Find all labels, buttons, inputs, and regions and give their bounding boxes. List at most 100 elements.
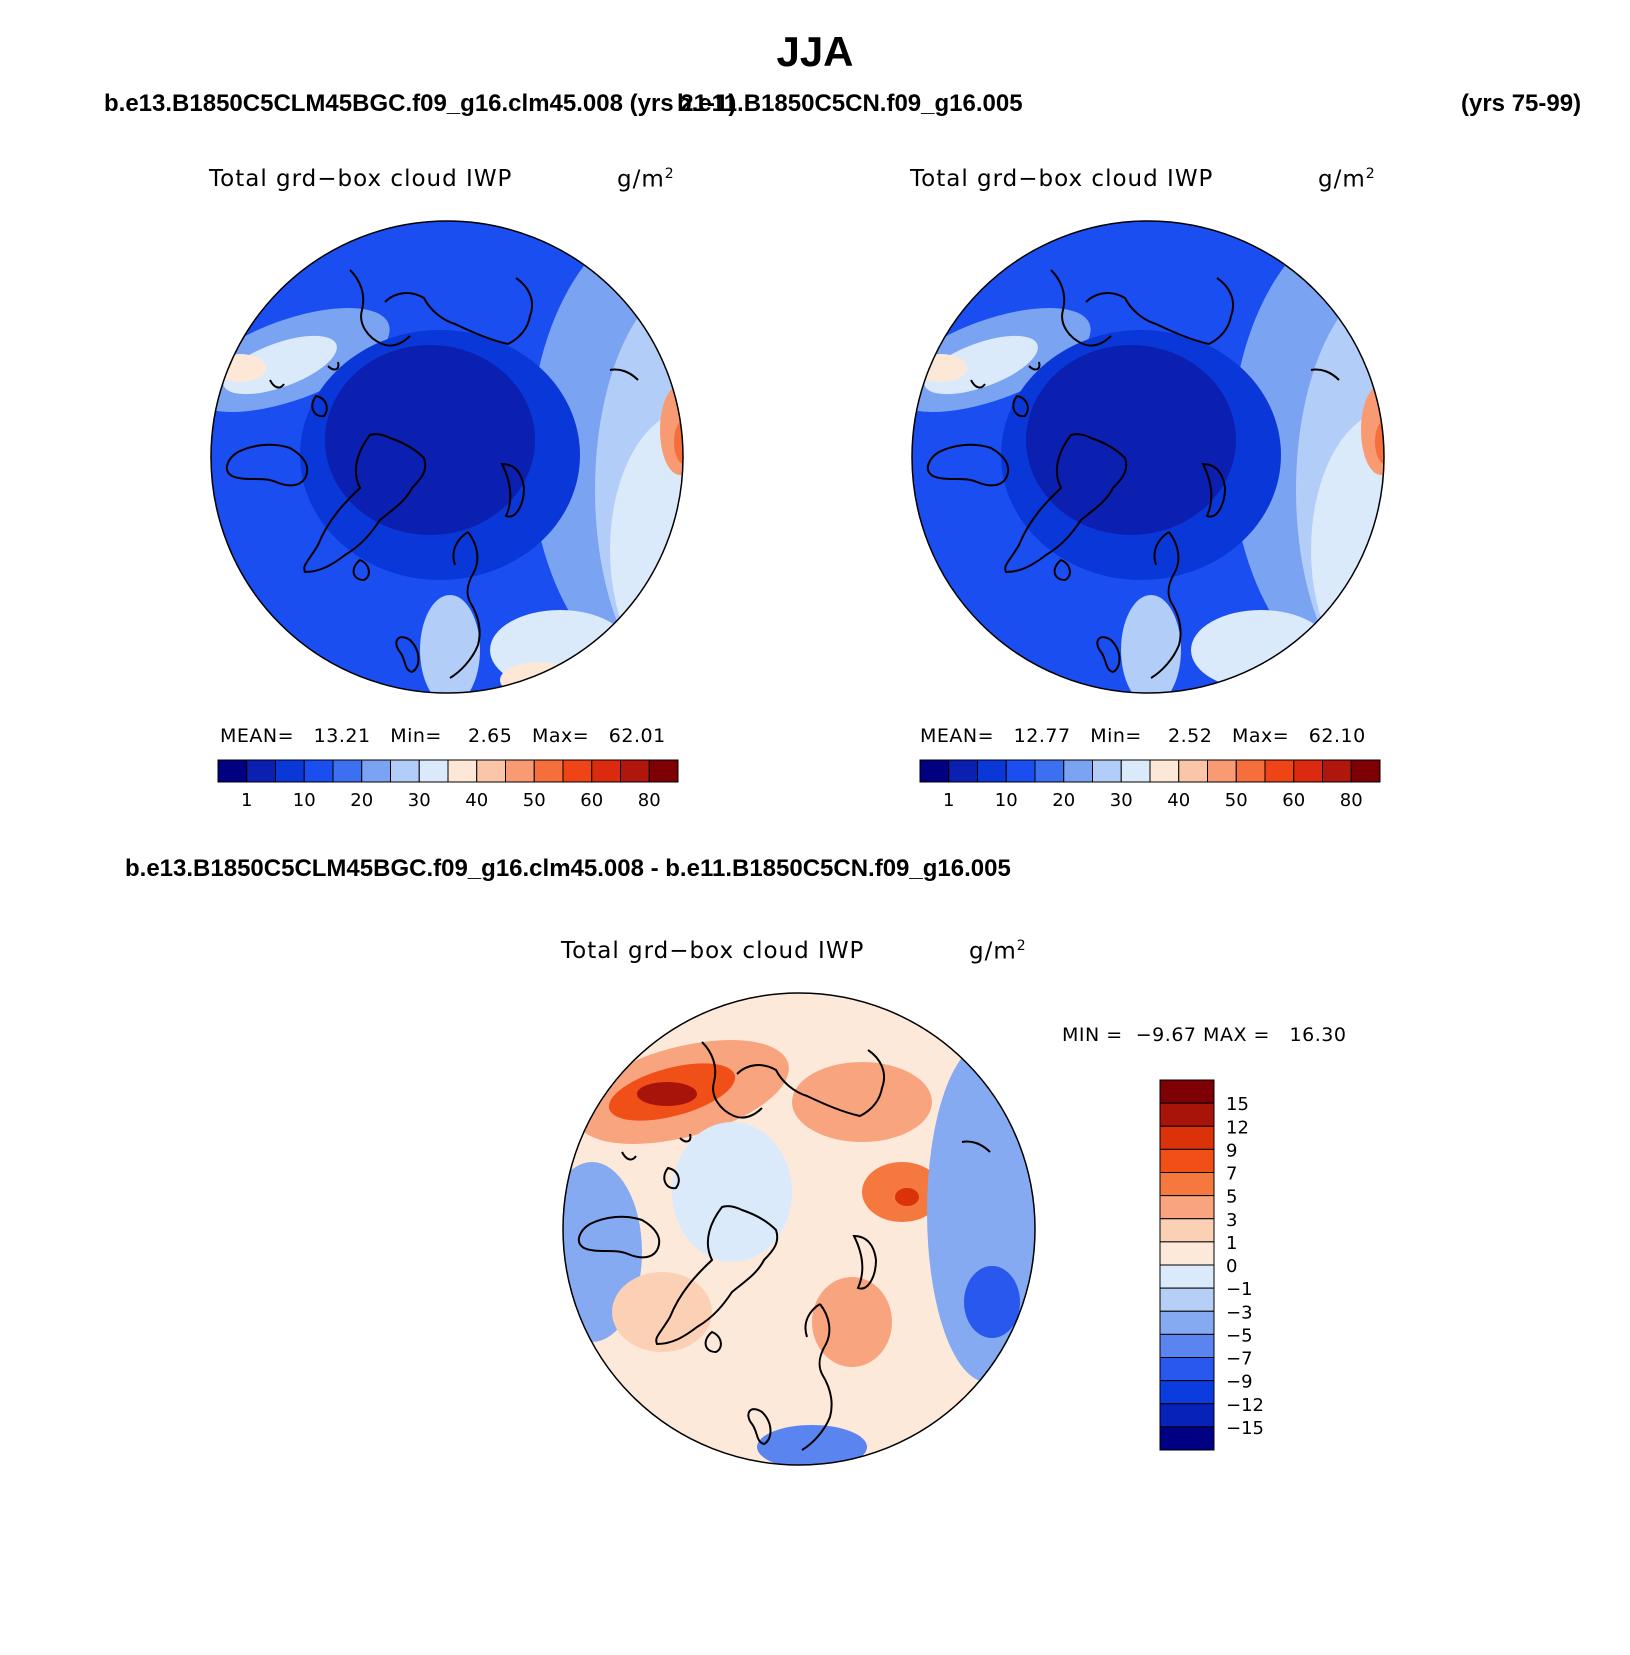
field-band [1191, 610, 1331, 690]
coastlines [926, 269, 1340, 679]
colorbar-tick-label: 1 [241, 790, 252, 811]
colorbar-box [418, 759, 449, 783]
coastline [1085, 277, 1235, 346]
field-neg [964, 1266, 1020, 1338]
coastline [1310, 368, 1340, 381]
map-field [211, 221, 683, 693]
colorbar-tick-label: 1 [943, 790, 954, 811]
field-pos [792, 1062, 932, 1142]
coastline [679, 1133, 692, 1143]
coastline [1012, 394, 1029, 418]
panel1-units: g/m2 [617, 166, 675, 193]
colorbar-tick-label: 10 [293, 790, 316, 811]
colorbar-tick-label: 3 [1226, 1210, 1237, 1231]
coastline [655, 1205, 779, 1346]
colorbar-tick-label: 50 [523, 790, 546, 811]
difference-heading: b.e13.B1850C5CLM45BGC.f09_g16.clm45.008 … [125, 855, 1011, 882]
coastline [970, 379, 986, 389]
colorbar-box [1264, 759, 1295, 783]
colorbar-tick-label: 20 [350, 790, 373, 811]
colorbar-tick-label: 60 [1282, 790, 1305, 811]
field-band [214, 354, 266, 382]
colorbar-box [1159, 1310, 1215, 1335]
colorbar-tick-label: 80 [1340, 790, 1363, 811]
field-pos [895, 1188, 919, 1206]
field-band [500, 662, 580, 693]
field-low [325, 345, 535, 535]
field-neg [757, 1425, 867, 1465]
colorbar-box [948, 759, 978, 783]
colorbar-box [1159, 1426, 1215, 1451]
field-neg [672, 1122, 792, 1262]
coastline [701, 1041, 763, 1119]
coastlines [577, 1041, 991, 1451]
coastline [303, 433, 427, 574]
colorbar-tick-label: −12 [1226, 1395, 1264, 1416]
colorbar-box [1159, 1218, 1215, 1243]
field-pos [612, 1272, 712, 1352]
coastlines [225, 269, 639, 679]
field-band [610, 410, 683, 690]
colorbar-tick-label: 80 [638, 790, 661, 811]
panel2-units: g/m2 [1318, 166, 1376, 193]
colorbar-box [1159, 1357, 1215, 1382]
colorbar-box [390, 759, 420, 783]
colorbar-box [1159, 1148, 1215, 1173]
coastline [961, 1140, 991, 1153]
coastline [1053, 558, 1071, 582]
coastline [609, 368, 639, 381]
colorbar-box [275, 759, 305, 783]
map-boundary [562, 992, 1036, 1466]
colorbar-box [1159, 1172, 1215, 1197]
colorbar-tick-label: −3 [1226, 1302, 1253, 1323]
field-band [915, 354, 967, 382]
coastline [349, 269, 411, 347]
colorbar-tick-label: 30 [1110, 790, 1133, 811]
coastline [384, 277, 534, 346]
coastline [1028, 361, 1041, 371]
coastline [577, 1215, 661, 1259]
colorbar-box [977, 759, 1007, 783]
coastline [1004, 433, 1128, 574]
field-max [674, 420, 683, 464]
coastline [352, 558, 370, 582]
coastline [852, 1234, 878, 1290]
colorbar-tick-label: 1 [1226, 1233, 1237, 1254]
colorbar-box [1322, 759, 1352, 783]
coastline [500, 462, 526, 518]
colorbar-box [1159, 1333, 1215, 1358]
colorbar-box [361, 759, 391, 783]
coastline [621, 1151, 637, 1161]
panel1-plot-title: Total grd−box cloud IWP [209, 166, 513, 192]
colorbar-tick-label: −9 [1226, 1372, 1253, 1393]
colorbar-box [1350, 759, 1381, 783]
diff-plot-title: Total grd−box cloud IWP [561, 938, 865, 964]
panel1-polar-map [210, 220, 684, 694]
colorbar-box [1120, 759, 1151, 783]
field-pos [637, 1082, 697, 1106]
coastline [327, 361, 340, 371]
field-max [1375, 420, 1384, 464]
colorbar-tick-label: −7 [1226, 1349, 1253, 1370]
field-band [1121, 595, 1181, 693]
coastline [225, 443, 309, 487]
diff-units: g/m2 [969, 938, 1027, 965]
colorbar-box [1034, 759, 1065, 783]
coastline [704, 1330, 722, 1354]
panel2-colorbar: 1 10 20 30 40 50 60 80 [919, 759, 1381, 811]
coastline [1096, 636, 1121, 674]
colorbar-tick-label: −1 [1226, 1279, 1253, 1300]
coastline [801, 1303, 833, 1451]
case-right-years: (yrs 75-99) [1461, 90, 1582, 117]
colorbar-box [1235, 759, 1266, 783]
colorbar-box [1159, 1195, 1215, 1220]
colorbar-box [476, 759, 506, 783]
coastline [926, 443, 1010, 487]
map-boundary [911, 220, 1385, 694]
colorbar-box [533, 759, 564, 783]
panel2-plot-title: Total grd−box cloud IWP [910, 166, 1214, 192]
colorbar-tick-label: 7 [1226, 1164, 1237, 1185]
colorbar-tick-label: 30 [408, 790, 431, 811]
panel1-colorbar: 1 10 20 30 40 50 60 80 [217, 759, 679, 811]
